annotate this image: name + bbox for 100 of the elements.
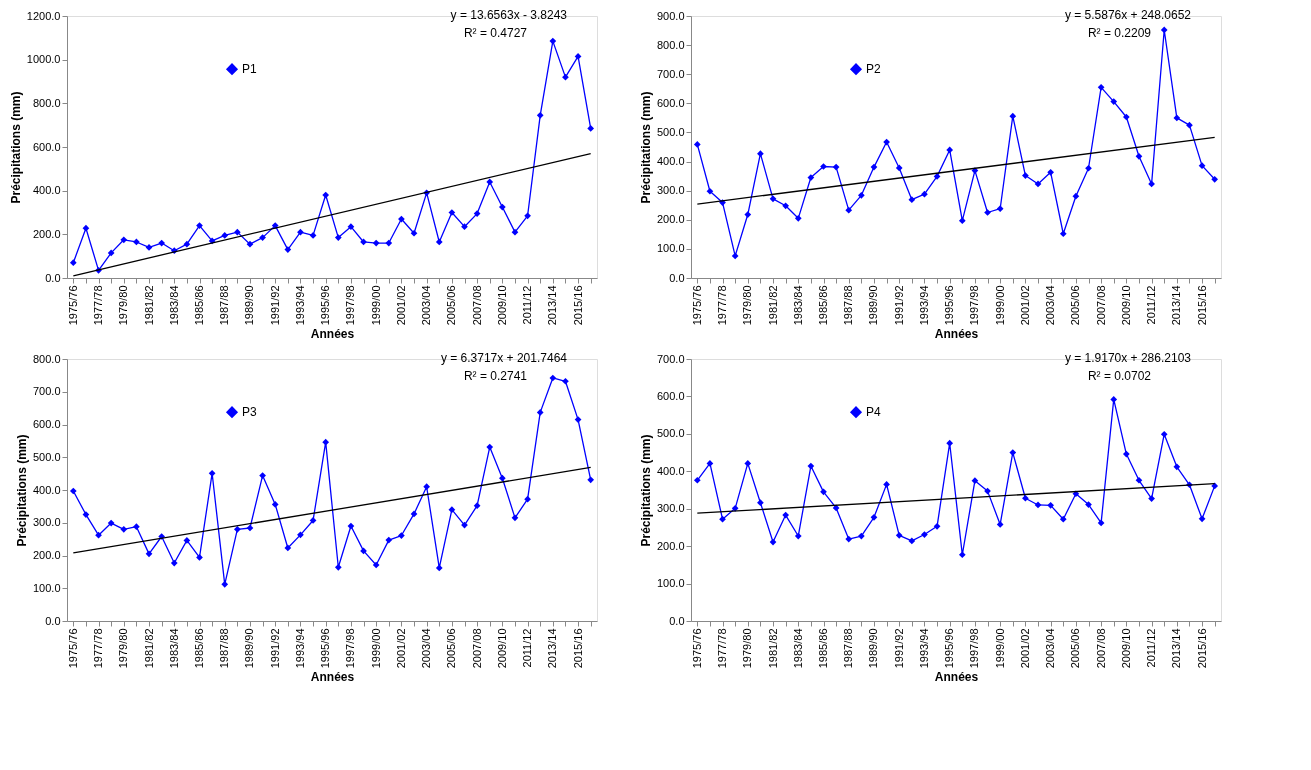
- annotation: R² = 0.4727: [463, 26, 528, 40]
- point: [473, 210, 481, 217]
- point: [183, 537, 191, 544]
- point: [499, 474, 506, 482]
- point: [95, 531, 102, 539]
- x-tick-label: 1983/84: [791, 285, 804, 326]
- x-tick-label: 2003/04: [420, 628, 433, 669]
- y-tick-label: 0.0: [45, 271, 61, 284]
- point: [536, 409, 544, 416]
- x-axis-title: Années: [934, 670, 979, 685]
- point: [473, 502, 481, 510]
- point: [1173, 114, 1181, 122]
- point: [782, 511, 789, 519]
- x-tick-label: 1995/96: [319, 285, 332, 326]
- x-tick-label: 2015/16: [571, 285, 584, 326]
- x-tick-label: 1989/90: [243, 285, 256, 326]
- x-tick-label: 2015/16: [1195, 285, 1208, 326]
- x-tick-label: 1989/90: [867, 628, 880, 669]
- point: [1085, 501, 1092, 508]
- point: [574, 53, 582, 60]
- point: [499, 203, 506, 211]
- y-tick-label: 200.0: [656, 213, 685, 226]
- point: [1022, 494, 1029, 502]
- x-tick-label: 1989/90: [243, 628, 256, 669]
- point: [757, 150, 764, 158]
- point: [133, 523, 140, 531]
- x-tick-label: 1979/80: [741, 628, 754, 669]
- point: [984, 487, 991, 495]
- point: [208, 469, 216, 477]
- point: [234, 228, 241, 236]
- point: [196, 554, 203, 561]
- point: [908, 196, 916, 204]
- point: [562, 73, 569, 81]
- x-tick-label: 1993/94: [917, 285, 930, 326]
- x-axis-title: Années: [934, 327, 979, 342]
- point: [693, 141, 701, 148]
- point: [334, 234, 342, 241]
- y-tick-label: 200.0: [32, 227, 61, 240]
- point: [1059, 515, 1067, 523]
- point: [372, 561, 380, 569]
- point: [536, 111, 544, 119]
- point: [549, 374, 557, 382]
- point: [120, 525, 128, 533]
- point: [1135, 476, 1143, 484]
- y-tick-label: 1200.0: [26, 9, 61, 22]
- point: [958, 217, 966, 225]
- point: [1097, 519, 1105, 527]
- x-tick-label: 1991/92: [268, 285, 281, 326]
- x-tick-label: 1985/86: [193, 628, 205, 669]
- x-tick-label: 1993/94: [293, 628, 306, 669]
- point: [271, 501, 279, 508]
- point: [145, 550, 153, 558]
- point: [757, 499, 764, 507]
- annotation: R² = 0.2741: [463, 369, 528, 383]
- point: [1198, 515, 1206, 523]
- annotation: y = 6.3717x + 201.7464: [440, 351, 568, 365]
- point: [372, 239, 380, 247]
- x-tick-label: 1999/00: [369, 628, 382, 669]
- x-tick-label: 1999/00: [993, 285, 1006, 326]
- point: [69, 487, 77, 495]
- x-axis-title: Années: [310, 327, 355, 342]
- x-tick-label: 1987/88: [218, 285, 231, 326]
- point: [1110, 98, 1118, 105]
- x-tick-label: 2009/10: [1119, 285, 1132, 326]
- x-tick-label: 1989/90: [867, 285, 880, 326]
- x-tick-label: 1993/94: [917, 628, 930, 669]
- y-tick-label: 800.0: [32, 96, 61, 109]
- x-tick-label: 2013/14: [1170, 628, 1183, 669]
- x-tick-label: 1983/84: [167, 628, 180, 669]
- point: [921, 190, 928, 198]
- point: [794, 214, 802, 222]
- point: [1198, 162, 1206, 169]
- point: [524, 495, 531, 503]
- x-tick-label: 2007/08: [1094, 285, 1107, 326]
- point: [706, 187, 714, 195]
- point: [196, 222, 203, 229]
- x-tick-label: 2007/08: [470, 285, 483, 326]
- x-tick-label: 2005/06: [1069, 285, 1082, 326]
- point: [587, 125, 595, 132]
- y-tick-label: 100.0: [656, 242, 685, 255]
- point: [984, 209, 991, 216]
- x-tick-label: 2001/02: [1018, 628, 1031, 669]
- point: [996, 205, 1004, 213]
- point: [107, 249, 115, 257]
- y-tick-label: 0.0: [669, 614, 685, 627]
- x-tick-label: 2003/04: [1044, 285, 1057, 326]
- x-tick-label: 1985/86: [193, 285, 205, 326]
- x-tick-label: 2001/02: [1018, 285, 1031, 326]
- point: [933, 522, 941, 530]
- y-tick-label: 700.0: [656, 67, 685, 80]
- x-tick-label: 2011/12: [1145, 285, 1158, 325]
- x-tick-label: 2009/10: [495, 285, 508, 326]
- x-tick-label: 2013/14: [546, 628, 559, 669]
- point: [1047, 501, 1054, 509]
- point: [234, 525, 241, 533]
- y-tick-label: 500.0: [32, 450, 61, 463]
- point: [448, 506, 456, 513]
- point: [958, 551, 966, 559]
- point: [562, 377, 569, 385]
- point: [183, 240, 191, 248]
